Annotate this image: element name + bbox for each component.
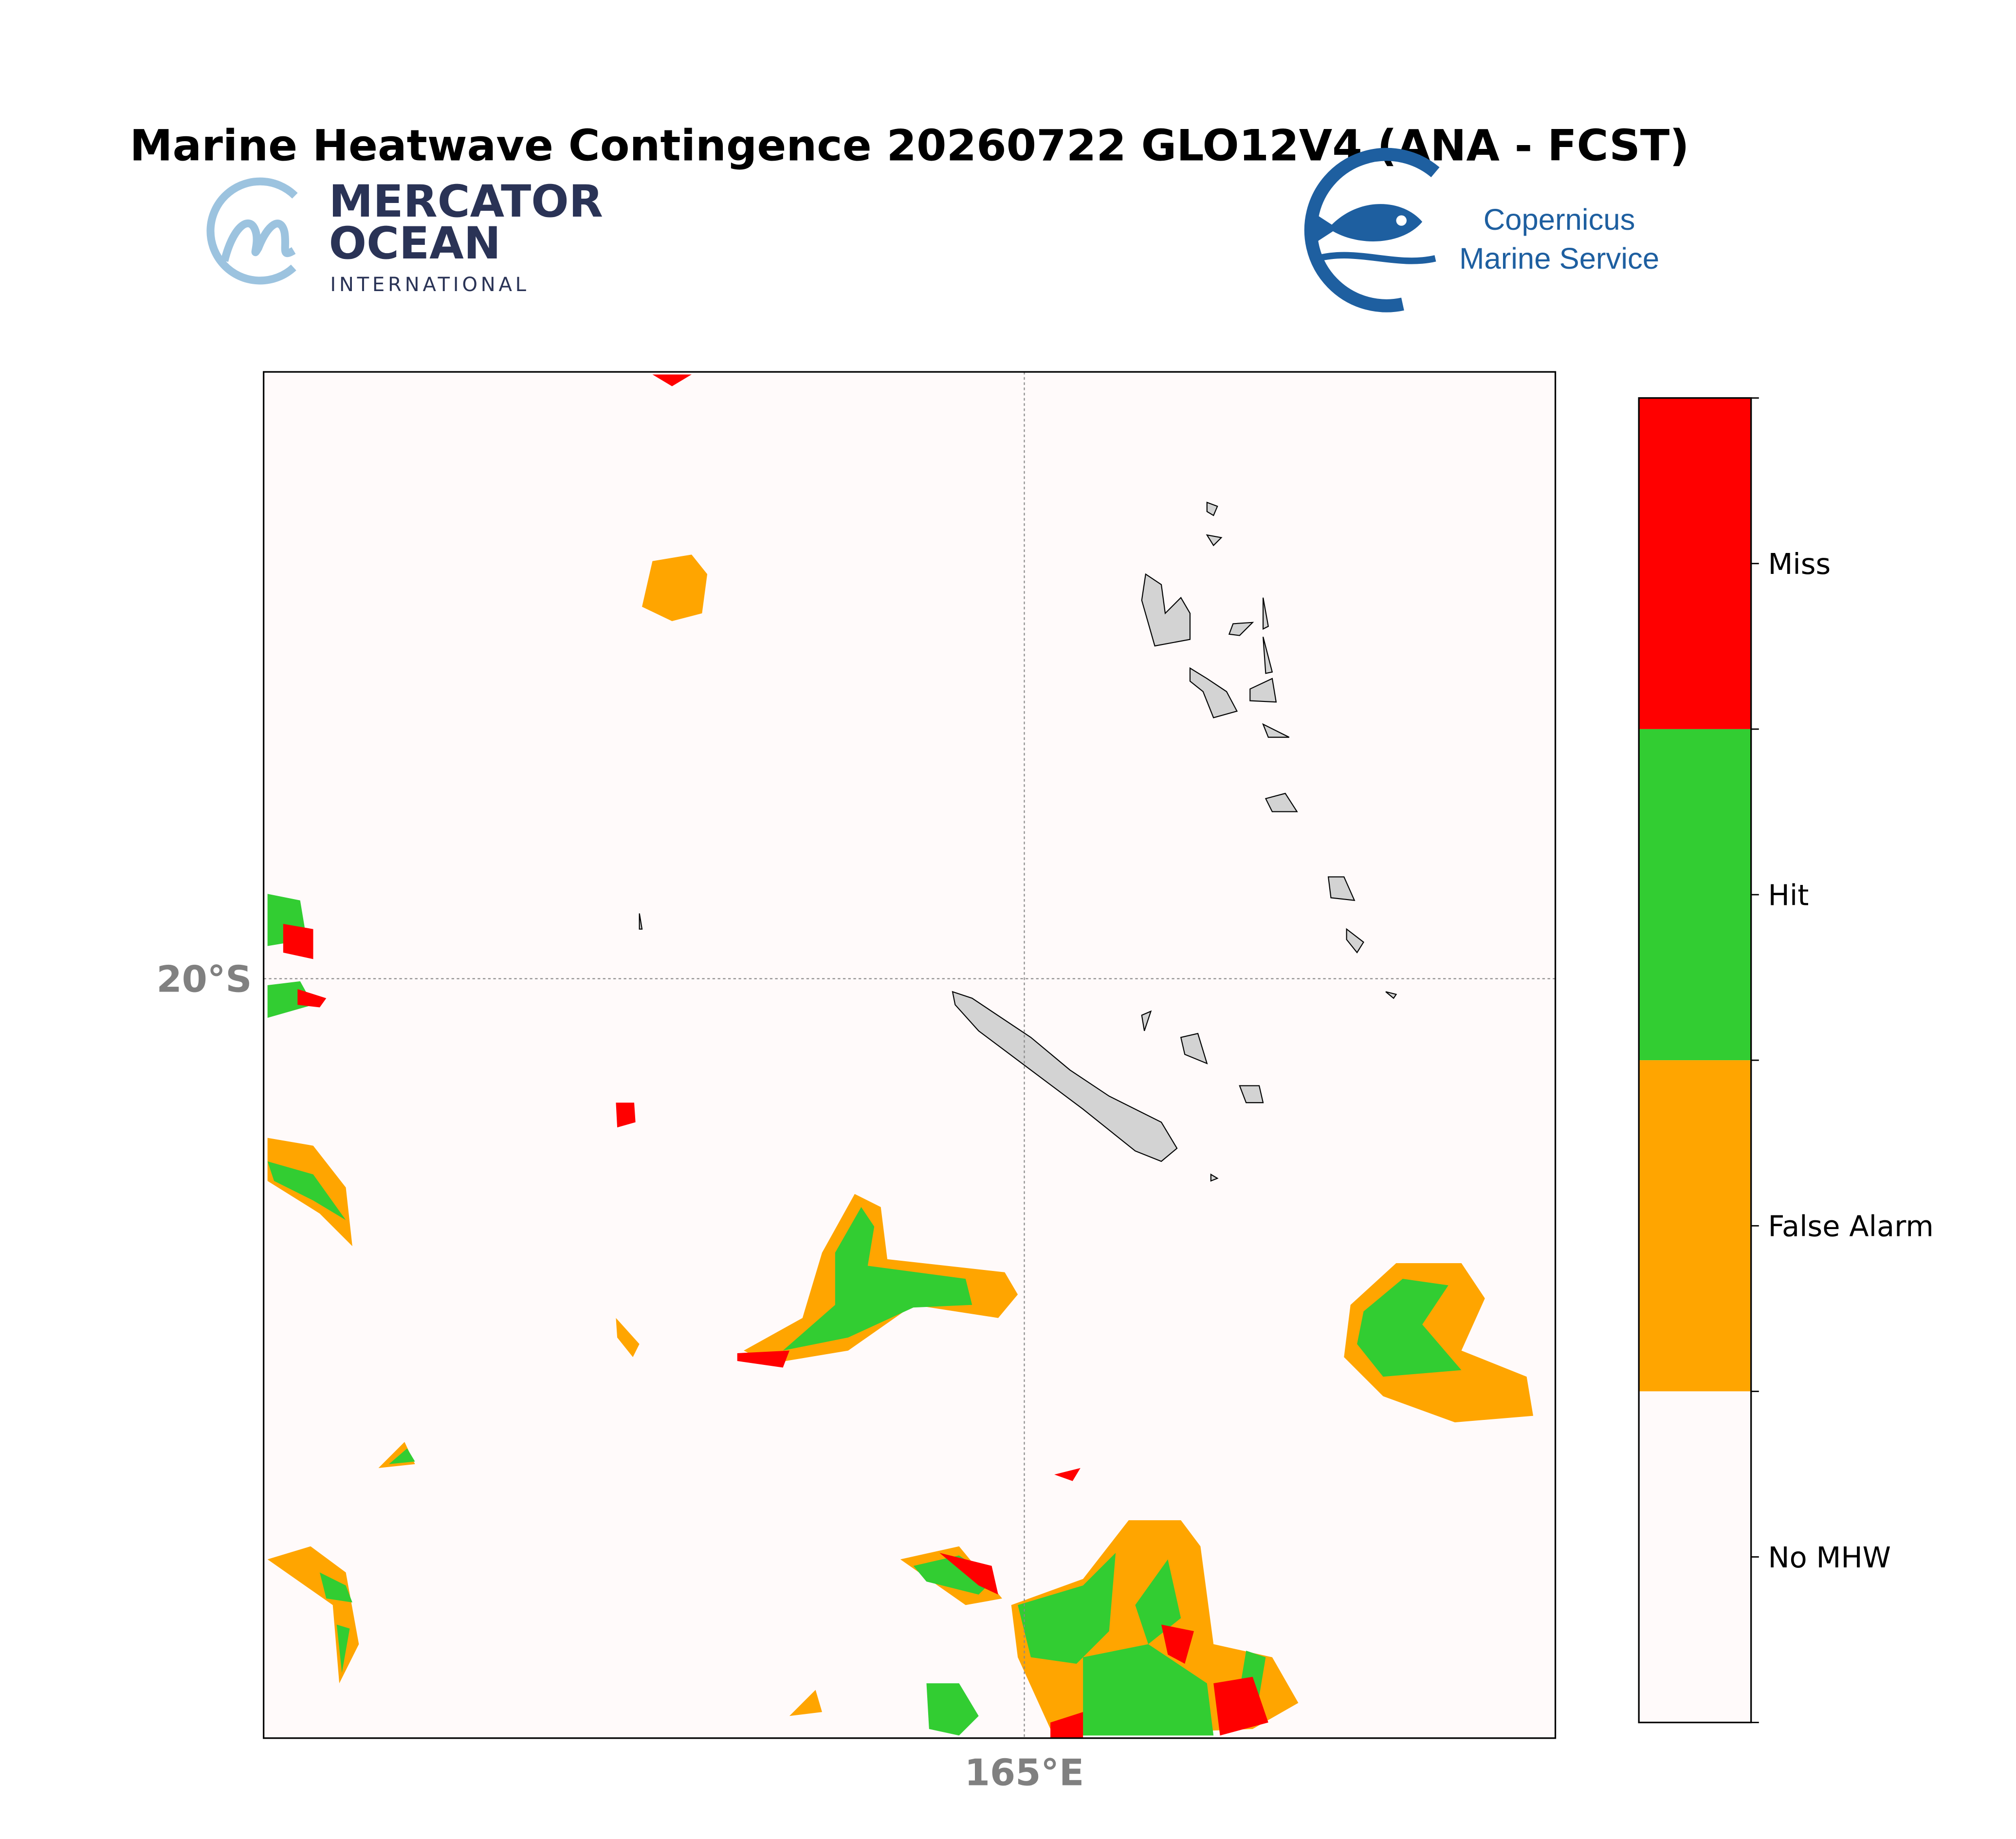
copernicus-logo: Copernicus Marine Service [1304,147,1659,313]
lon-label: 165°E [965,1751,1084,1794]
map-frame [263,371,1557,1739]
colorbar-label: Hit [1768,878,1809,912]
red-areas [283,374,1268,1738]
logo-text: MERCATOR [329,176,603,227]
mercator-logo: MERCATOR OCEAN INTERNATIONAL [206,176,603,296]
map: 20°S 165°E [156,371,1557,1794]
colorbar-frame [1638,397,1752,1724]
map-background [263,372,1556,1738]
colorbar-label: False Alarm [1768,1210,1934,1243]
colorbar-segment [1639,729,1751,1061]
colorbar-label: Miss [1768,547,1831,581]
title: Marine Heatwave Contingence 20260722 GLO… [130,121,1689,171]
colorbar-segment [1639,398,1751,729]
logo-text: OCEAN [329,218,501,269]
logo-text: Marine Service [1459,242,1659,276]
logo-text: INTERNATIONAL [330,274,529,296]
logo-text: Copernicus [1484,203,1635,237]
colorbar-label: No MHW [1768,1541,1891,1574]
colorbar-segment [1639,1391,1751,1723]
lat-label: 20°S [156,957,252,1000]
colorbar-segment [1639,1060,1751,1392]
colorbar: Miss Hit False Alarm No MHW [1638,397,1934,1724]
green-areas [267,894,1462,1736]
land [639,501,1397,1182]
